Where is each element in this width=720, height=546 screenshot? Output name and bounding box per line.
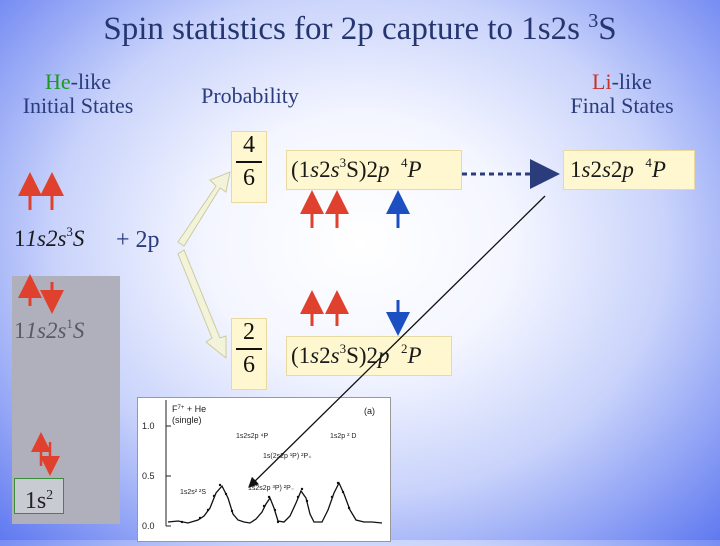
- y-tick-label: 0.0: [142, 521, 155, 531]
- title-tail: S: [598, 11, 617, 47]
- doublet-two: 2: [319, 343, 331, 368]
- final-p: p: [622, 157, 634, 182]
- ground-superscript: 2: [46, 488, 54, 503]
- pointer-line-to-peak: [248, 195, 546, 488]
- quartet-s2: s: [330, 157, 340, 182]
- final-states-heading: Li-like Final States: [548, 70, 696, 118]
- probability-heading: Probability: [180, 84, 320, 108]
- final-2p: 2: [610, 157, 623, 182]
- probability-label: Probability: [201, 83, 299, 108]
- he-label: He: [45, 69, 71, 94]
- quartet-open: (1: [291, 157, 311, 182]
- final-s1: s: [581, 157, 591, 182]
- li-like-suffix: -like: [611, 69, 652, 94]
- quartet-core-multiplicity: 3: [339, 155, 347, 170]
- annotation: 1s(2s2p ¹P) ²P₊: [263, 453, 312, 460]
- doublet-multiplicity: 2: [401, 341, 408, 356]
- spectrum-chart: 1.0 0.5 0.0 F7+ + He (single) (a) 1s2s2p…: [137, 397, 391, 542]
- final-two: 2: [590, 157, 602, 182]
- fraction-bar: [236, 348, 262, 350]
- spectrum-data-points: [180, 481, 351, 524]
- doublet-s2: s: [330, 343, 340, 368]
- doublet-s1: s: [310, 343, 320, 368]
- slide-title: Spin statistics for 2p capture to 1s2s 3…: [0, 10, 720, 48]
- quartet-denominator: 6: [243, 165, 255, 191]
- doublet-numerator: 2: [243, 319, 255, 345]
- quartet-numerator: 4: [243, 132, 255, 158]
- initial-states-heading: He-like Initial States: [4, 70, 152, 118]
- doublet-probability: 2 6: [231, 318, 267, 390]
- quartet-core: S)2: [346, 157, 379, 182]
- doublet-denominator: 6: [243, 352, 255, 378]
- final-term: P: [651, 157, 666, 182]
- li-label: Li: [592, 69, 612, 94]
- annotation: 1s2p ² D: [330, 433, 356, 440]
- triplet-term: S: [72, 226, 85, 251]
- chart-legend-line1: F7+ + He: [172, 404, 206, 414]
- chart-panel-label: (a): [364, 406, 375, 416]
- final-state: 1s2s2p 4P: [563, 150, 695, 190]
- final-one: 1: [570, 157, 582, 182]
- doublet-open: (1: [291, 343, 311, 368]
- y-tick-label: 1.0: [142, 421, 155, 431]
- annotation: 1s2s2p ³P) ²P₋: [248, 485, 295, 492]
- singlet-initial-state: 11s2s1S: [14, 316, 85, 343]
- singlet-multiplicity: 1: [66, 316, 73, 331]
- final-s2: s: [601, 157, 611, 182]
- doublet-core: S)2: [346, 343, 379, 368]
- annotation: 1s2s2p ⁴P: [236, 433, 269, 440]
- singlet-config: 1s2s: [25, 318, 67, 343]
- ground-config: 1s: [24, 488, 47, 514]
- triplet-config: 1s2s: [25, 226, 67, 251]
- triplet-initial-state: 11s2s3S: [14, 224, 85, 251]
- title-text: Spin statistics for 2p capture to 1s2s: [103, 11, 589, 47]
- quartet-s1: s: [310, 157, 320, 182]
- triplet-multiplicity: 3: [66, 224, 73, 239]
- quartet-multiplicity: 4: [401, 155, 408, 170]
- ground-state-box: 1s2: [14, 478, 64, 514]
- final-states-label: Final States: [570, 93, 674, 118]
- chart-legend-line2: (single): [172, 415, 202, 425]
- plus-2p-label: + 2p: [116, 227, 160, 253]
- doublet-term: P: [407, 343, 422, 368]
- capture-arrow-doublet: [177, 249, 227, 360]
- quartet-term: P: [407, 157, 422, 182]
- quartet-p: p: [378, 157, 390, 182]
- spectrum-svg: 1.0 0.5 0.0 F7+ + He (single) (a) 1s2s2p…: [142, 400, 383, 531]
- initial-states-label: Initial States: [22, 93, 134, 118]
- capture-arrow-quartet: [177, 171, 231, 247]
- quartet-two: 2: [319, 157, 331, 182]
- doublet-core-multiplicity: 3: [339, 341, 347, 356]
- quartet-intermediate-state: (1s2s3S)2p 4P: [286, 150, 462, 190]
- singlet-term: S: [72, 318, 85, 343]
- title-superscript: 3: [588, 10, 599, 32]
- y-tick-label: 0.5: [142, 471, 155, 481]
- fraction-bar: [236, 161, 262, 163]
- quartet-probability: 4 6: [231, 131, 267, 203]
- he-like-suffix: -like: [70, 69, 111, 94]
- annotation: 1s2s² ²S: [180, 489, 206, 496]
- final-multiplicity: 4: [645, 155, 652, 170]
- doublet-p: p: [378, 343, 390, 368]
